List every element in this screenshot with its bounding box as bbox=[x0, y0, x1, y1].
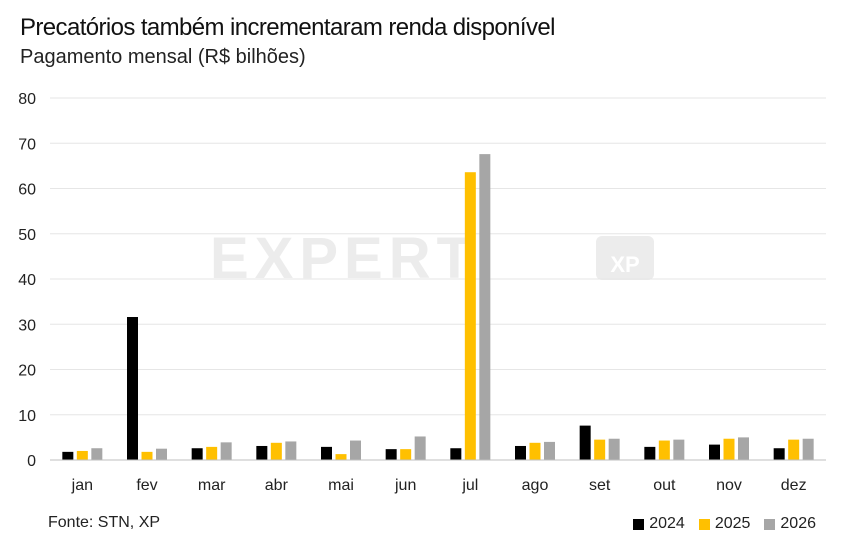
bar-2024-jul bbox=[450, 448, 462, 460]
bar-2024-abr bbox=[256, 445, 268, 460]
bar-2025-jul bbox=[464, 172, 476, 460]
bar-2025-jan bbox=[76, 450, 88, 460]
legend-item-2024: 2024 bbox=[633, 515, 685, 533]
bar-2026-out bbox=[673, 439, 685, 460]
x-axis-ticks: jan fev mar abr mai jun jul ago set out nov dez bbox=[71, 477, 807, 494]
expert-watermark: EXPERT XP bbox=[210, 226, 654, 291]
x-tick-label-set: set bbox=[589, 477, 611, 494]
bar-2025-out bbox=[658, 440, 670, 460]
bar-2026-jan bbox=[91, 448, 103, 460]
bar-2026-set bbox=[608, 438, 620, 460]
bar-2025-abr bbox=[270, 442, 282, 460]
legend-item-2025: 2025 bbox=[698, 515, 751, 533]
bar-2026-jun bbox=[414, 436, 426, 460]
source-note: Fonte: STN, XP bbox=[48, 514, 161, 531]
legend-label-2024: 2024 bbox=[649, 515, 685, 532]
y-tick-label: 80 bbox=[18, 91, 36, 108]
x-tick-label-abr: abr bbox=[265, 477, 289, 494]
bar-2024-fev bbox=[127, 317, 138, 460]
x-tick-label-mai: mai bbox=[328, 477, 354, 494]
bar-2025-fev bbox=[141, 451, 153, 460]
y-tick-label: 60 bbox=[18, 182, 36, 199]
legend: 2024 2025 2026 bbox=[633, 515, 816, 533]
watermark-badge bbox=[596, 236, 654, 280]
bar-2024-out bbox=[644, 446, 656, 460]
bar-2026-nov bbox=[738, 437, 749, 460]
watermark-badge-text: XP bbox=[610, 252, 639, 277]
y-tick-label: 40 bbox=[18, 272, 36, 289]
bar-2024-jan bbox=[62, 451, 74, 460]
bar-2024-set bbox=[579, 425, 591, 460]
bar-2025-dez bbox=[788, 439, 800, 460]
y-axis-ticks: 0 10 20 30 40 50 60 70 80 bbox=[18, 91, 36, 470]
legend-label-2026: 2026 bbox=[780, 515, 816, 532]
x-tick-label-jul: jul bbox=[461, 477, 478, 494]
x-tick-label-dez: dez bbox=[781, 477, 807, 494]
bar-2024-mar bbox=[191, 448, 203, 460]
bar-2024-jun bbox=[385, 449, 397, 460]
x-tick-label-out: out bbox=[653, 477, 676, 494]
bar-2025-nov bbox=[723, 438, 735, 460]
watermark-text: EXPERT bbox=[210, 226, 478, 291]
x-tick-label-jan: jan bbox=[71, 477, 93, 494]
bar-2025-set bbox=[594, 439, 606, 460]
bar-2024-dez bbox=[773, 448, 785, 460]
bar-2025-ago bbox=[529, 442, 541, 460]
bar-2024-ago bbox=[515, 445, 526, 460]
legend-swatch-2024 bbox=[633, 518, 645, 530]
legend-label-2025: 2025 bbox=[714, 515, 751, 532]
x-tick-label-nov: nov bbox=[716, 477, 742, 494]
bar-2025-mar bbox=[206, 446, 218, 460]
chart-title: Precatórios também incrementaram renda d… bbox=[20, 14, 555, 41]
bars bbox=[62, 154, 814, 461]
bar-2024-mai bbox=[321, 446, 332, 460]
bar-2026-mai bbox=[350, 440, 361, 460]
bar-2026-jul bbox=[479, 154, 491, 461]
y-tick-label: 70 bbox=[18, 136, 36, 153]
y-tick-label: 30 bbox=[18, 317, 36, 334]
bar-2026-abr bbox=[285, 441, 297, 460]
legend-swatch-2026 bbox=[764, 518, 776, 530]
x-tick-label-fev: fev bbox=[136, 477, 157, 494]
bar-2026-fev bbox=[156, 448, 167, 460]
x-tick-label-mar: mar bbox=[198, 477, 226, 494]
bar-2026-dez bbox=[802, 438, 814, 460]
legend-item-2026: 2026 bbox=[764, 515, 816, 533]
x-tick-label-jun: jun bbox=[394, 477, 416, 494]
x-tick-label-ago: ago bbox=[522, 477, 549, 494]
bar-2025-jun bbox=[400, 449, 412, 460]
y-tick-label: 20 bbox=[18, 363, 36, 380]
chart-subtitle: Pagamento mensal (R$ bilhões) bbox=[20, 46, 306, 68]
bar-2026-mar bbox=[220, 442, 232, 460]
y-tick-label: 0 bbox=[27, 453, 36, 470]
bar-2026-ago bbox=[544, 441, 555, 460]
legend-swatch-2025 bbox=[698, 518, 710, 530]
y-tick-label: 50 bbox=[18, 227, 36, 244]
bar-2025-mai bbox=[335, 454, 347, 460]
gridlines bbox=[50, 97, 826, 416]
bar-2024-nov bbox=[709, 444, 720, 460]
y-tick-label: 10 bbox=[18, 408, 36, 425]
